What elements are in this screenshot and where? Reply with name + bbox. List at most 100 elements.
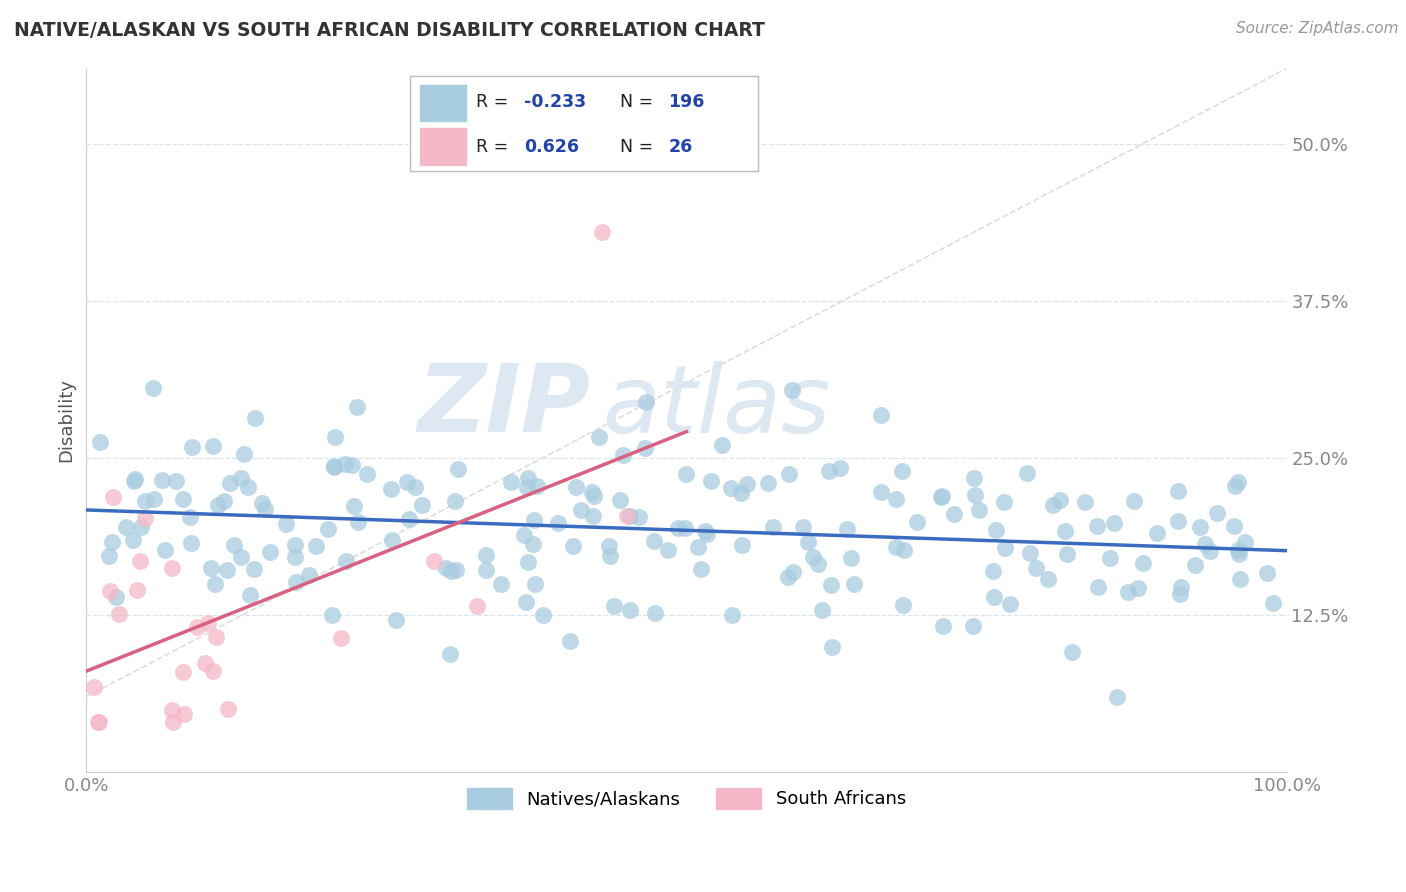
Point [284, 538, 307, 552]
Point [381, 533, 404, 548]
Point [967, 503, 990, 517]
Point [124, 472, 146, 486]
Point [598, 539, 620, 553]
Point [340, 458, 363, 472]
Point [321, 608, 343, 623]
Point [491, 576, 513, 591]
Point [1233, 534, 1256, 549]
Point [238, 479, 260, 493]
Point [720, 481, 742, 495]
Point [636, 394, 658, 409]
Point [284, 574, 307, 589]
Point [782, 383, 804, 397]
Point [893, 542, 915, 557]
Point [83, 680, 105, 694]
Point [756, 475, 779, 490]
Point [776, 570, 799, 584]
Point [346, 400, 368, 414]
Text: R =: R = [477, 94, 515, 112]
Point [423, 554, 446, 568]
Point [172, 665, 194, 679]
Point [821, 640, 844, 654]
Point [801, 549, 824, 564]
Point [1036, 573, 1059, 587]
Point [134, 511, 156, 525]
Point [1104, 516, 1126, 530]
Point [205, 630, 228, 644]
Point [1199, 544, 1222, 558]
Text: -0.233: -0.233 [524, 94, 586, 112]
Point [619, 603, 641, 617]
Point [730, 486, 752, 500]
Point [233, 447, 256, 461]
FancyBboxPatch shape [411, 76, 758, 170]
Point [522, 537, 544, 551]
Point [668, 521, 690, 535]
Point [516, 471, 538, 485]
Point [588, 430, 610, 444]
Point [943, 507, 966, 521]
Point [87, 714, 110, 729]
Point [820, 577, 842, 591]
Point [101, 490, 124, 504]
Point [1085, 518, 1108, 533]
Point [690, 562, 713, 576]
Point [512, 527, 534, 541]
Point [231, 470, 253, 484]
Point [891, 598, 914, 612]
Text: ZIP: ZIP [418, 360, 591, 452]
Point [792, 520, 814, 534]
Point [179, 510, 201, 524]
Point [253, 502, 276, 516]
Point [124, 474, 146, 488]
Point [446, 563, 468, 577]
Point [150, 473, 173, 487]
Point [582, 509, 605, 524]
Point [582, 489, 605, 503]
Point [905, 516, 928, 530]
Point [699, 474, 721, 488]
Point [963, 471, 986, 485]
Point [984, 523, 1007, 537]
Point [797, 534, 820, 549]
Point [693, 524, 716, 538]
Point [710, 438, 733, 452]
Text: 196: 196 [668, 94, 704, 112]
Point [673, 521, 696, 535]
Point [1105, 690, 1128, 704]
Point [561, 540, 583, 554]
Point [212, 493, 235, 508]
Point [962, 619, 984, 633]
Point [217, 701, 239, 715]
Point [762, 520, 785, 534]
Point [839, 550, 862, 565]
Point [515, 595, 537, 609]
Point [870, 409, 893, 423]
Point [129, 519, 152, 533]
Point [890, 464, 912, 478]
Point [1015, 466, 1038, 480]
Point [696, 526, 718, 541]
Point [194, 656, 217, 670]
Legend: Natives/Alaskans, South Africans: Natives/Alaskans, South Africans [460, 780, 914, 816]
Point [1227, 543, 1250, 558]
Point [782, 565, 804, 579]
Point [142, 381, 165, 395]
Point [250, 496, 273, 510]
Point [440, 564, 463, 578]
Point [108, 607, 131, 622]
Point [1205, 506, 1227, 520]
Point [1118, 584, 1140, 599]
Point [134, 494, 156, 508]
Text: N =: N = [620, 138, 659, 156]
Point [444, 494, 467, 508]
Point [844, 577, 866, 591]
Point [1223, 519, 1246, 533]
Point [215, 563, 238, 577]
Point [811, 603, 834, 617]
Point [323, 459, 346, 474]
Point [1226, 475, 1249, 490]
Point [89, 434, 111, 449]
Point [1194, 537, 1216, 551]
Point [218, 476, 240, 491]
